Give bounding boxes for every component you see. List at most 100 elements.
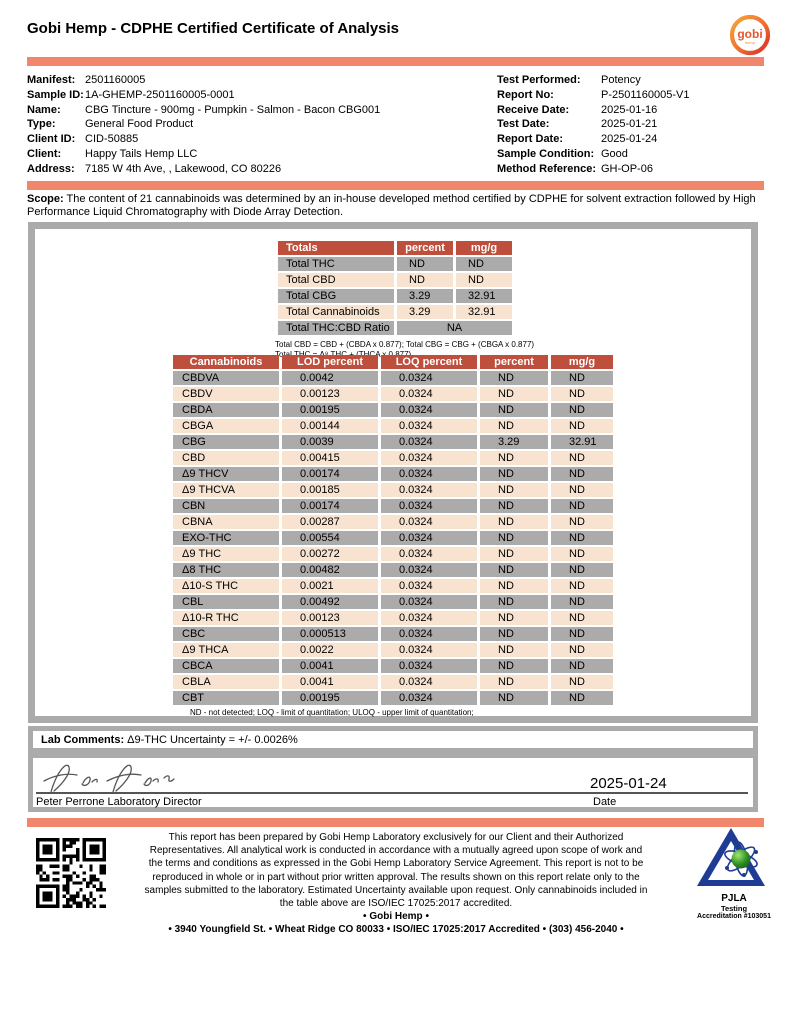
table-cell: 0.00195	[282, 403, 378, 417]
info-row: Test Date: 2025-01-21	[497, 118, 689, 133]
table-cell: 0.0042	[282, 371, 378, 385]
table-cell: Total THC:CBD Ratio	[278, 321, 394, 335]
info-value: CID-50885	[85, 133, 139, 146]
info-label: Manifest:	[27, 74, 76, 86]
table-cell: 0.0324	[381, 547, 477, 561]
info-value: 2025-01-16	[601, 103, 658, 116]
table-row: CBGA 0.00144 0.0324 ND ND	[173, 419, 613, 433]
table-cell: ND	[480, 643, 548, 657]
table-row: CBDV 0.00123 0.0324 ND ND	[173, 387, 613, 401]
table-cell: 0.0324	[381, 691, 477, 705]
table-cell: CBN	[173, 499, 279, 513]
info-label: Test Performed:	[497, 74, 581, 86]
table-cell: Total CBG	[278, 289, 394, 303]
info-label: Client ID:	[27, 133, 76, 146]
table-footnote: ND - not detected; LOQ - limit of quanti…	[190, 708, 474, 717]
info-value: 2025-01-21	[601, 118, 658, 131]
table-cell: ND	[480, 387, 548, 401]
table-row: CBG 0.0039 0.0324 3.29 32.91	[173, 435, 613, 449]
table-cell: Δ9 THCA	[173, 643, 279, 657]
table-cell: CBLA	[173, 675, 279, 689]
table-cell: CBC	[173, 627, 279, 641]
table-cell: 0.0324	[381, 643, 477, 657]
table-row: Total THC:CBD Ratio NA	[278, 321, 512, 335]
table-cell: ND	[551, 547, 613, 561]
table-cell: 0.0324	[381, 675, 477, 689]
table-cell: 3.29	[480, 435, 548, 449]
table-cell: 0.00415	[282, 451, 378, 465]
scope-text: The content of 21 cannabinoids was deter…	[27, 193, 756, 218]
table-cell: ND	[551, 579, 613, 593]
table-cell: ND	[480, 691, 548, 705]
table-cell: 0.00492	[282, 595, 378, 609]
totals-footnote-2: Total THC = Δ⁹ THC + (THCA x 0.877)	[275, 350, 411, 359]
table-cell: 0.00174	[282, 499, 378, 513]
lab-comments-text: Δ9-THC Uncertainty = +/- 0.0026%	[124, 733, 298, 746]
info-value: General Food Product	[85, 118, 194, 131]
footer-company-line: • Gobi Hemp •	[363, 911, 429, 923]
table-cell: 0.00554	[282, 531, 378, 545]
table-cell: ND	[551, 403, 613, 417]
info-value: 7185 W 4th Ave, , Lakewood, CO 80226	[85, 162, 282, 175]
table-row: Δ10-R THC 0.00123 0.0324 ND ND	[173, 611, 613, 625]
cannabinoids-header-row: Cannabinoids LOD percent LOQ percent percen…	[173, 355, 613, 369]
table-cell: ND	[480, 627, 548, 641]
page-title: Gobi Hemp - CDPHE Certified Certificate …	[27, 20, 400, 37]
accent-bar-middle	[27, 181, 764, 190]
table-cell: 0.00272	[282, 547, 378, 561]
info-value: 2501160005	[85, 74, 146, 86]
table-cell: ND	[480, 563, 548, 577]
table-cell: 0.0324	[381, 467, 477, 481]
table-cell: Δ9 THCV	[173, 467, 279, 481]
info-row: Client: Happy Tails Hemp LLC	[27, 148, 380, 163]
table-cell: ND	[551, 531, 613, 545]
pjla-logo-icon	[697, 828, 765, 886]
table-cell: 3.29	[397, 305, 453, 319]
table-cell: 0.0324	[381, 611, 477, 625]
table-cell: 3.29	[397, 289, 453, 303]
table-cell: 0.0324	[381, 563, 477, 577]
results-box: Totals percent mg/g Total THC ND ND Total CBD…	[28, 222, 758, 723]
table-cell: 0.0324	[381, 387, 477, 401]
info-label: Sample Condition:	[497, 147, 595, 160]
table-cell: CBNA	[173, 515, 279, 529]
column-header: mg/g	[551, 355, 613, 369]
signature-box: Peter Perrone Laboratory Director 2025-0…	[28, 753, 758, 812]
table-cell: CBCA	[173, 659, 279, 673]
table-cell: ND	[551, 467, 613, 481]
table-cell: Δ10-R THC	[173, 611, 279, 625]
table-cell: CBD	[173, 451, 279, 465]
table-row: Δ9 THC 0.00272 0.0324 ND ND	[173, 547, 613, 561]
scope-paragraph: Scope: The content of 21 cannabinoids wa…	[27, 193, 767, 218]
table-cell: CBDV	[173, 387, 279, 401]
date-label: Date	[593, 796, 617, 808]
table-cell: 0.0324	[381, 419, 477, 433]
table-cell: ND	[480, 547, 548, 561]
table-cell: ND	[397, 257, 453, 271]
table-cell: ND	[480, 531, 548, 545]
table-row: CBN 0.00174 0.0324 ND ND	[173, 499, 613, 513]
info-value: Potency	[601, 74, 641, 86]
table-cell: ND	[551, 675, 613, 689]
info-row: Manifest: 2501160005	[27, 74, 380, 89]
totals-header-row: Totals percent mg/g	[278, 241, 512, 255]
info-label: Report Date:	[497, 133, 564, 146]
info-value: GH-OP-06	[601, 162, 653, 175]
info-label: Report No:	[497, 88, 554, 101]
footer-disclaimer: This report has been prepared by Gobi He…	[143, 831, 649, 937]
table-cell: 0.0324	[381, 499, 477, 513]
table-cell: ND	[480, 595, 548, 609]
info-row: Sample Condition: Good	[497, 148, 689, 163]
table-cell: ND	[480, 371, 548, 385]
table-cell: 0.00174	[282, 467, 378, 481]
table-cell: CBGA	[173, 419, 279, 433]
table-cell: CBG	[173, 435, 279, 449]
info-value: 1A-GHEMP-2501160005-0001	[85, 88, 235, 101]
info-row: Test Performed: Potency	[497, 74, 689, 89]
table-cell: ND	[551, 515, 613, 529]
column-header: Totals	[278, 241, 394, 255]
table-cell: CBL	[173, 595, 279, 609]
table-cell: 0.00123	[282, 611, 378, 625]
info-label: Address:	[27, 162, 75, 175]
